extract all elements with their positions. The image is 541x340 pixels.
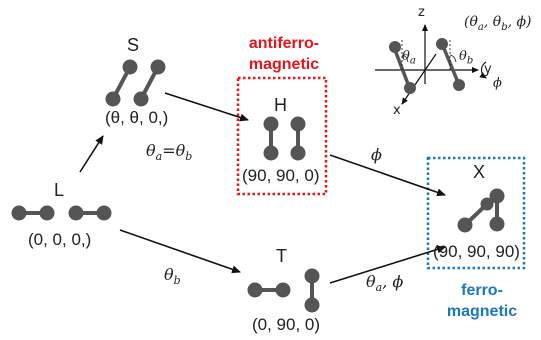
state-label-X: X xyxy=(473,162,486,182)
state-coords-H: (90, 90, 0) xyxy=(242,166,320,185)
edge-label-L-T: θb xyxy=(164,265,181,288)
state-coords-X: (90, 90, 90) xyxy=(433,242,520,261)
ferromagnetic-label: ferro- magnetic xyxy=(446,282,518,320)
molecule-S xyxy=(105,59,166,107)
arrow-L-to-T xyxy=(119,229,241,274)
antiferromagnetic-box xyxy=(236,76,328,196)
inset-theta-b: θb xyxy=(459,49,474,67)
arrow-L-to-S xyxy=(79,135,104,173)
edge-label-L-S: θa=θb xyxy=(146,141,193,164)
arrow-H-to-X xyxy=(329,154,446,197)
state-label-S: S xyxy=(127,35,140,55)
inset-phi: ϕ xyxy=(493,76,502,91)
state-label-L: L xyxy=(54,180,65,200)
molecule-T xyxy=(247,268,320,313)
edge-label-H-X: ϕ xyxy=(371,145,382,164)
inset-params: (θa, θb, ϕ) xyxy=(464,14,532,33)
antiferromagnetic-label: antiferro- magnetic xyxy=(248,35,320,73)
arrow-S-to-H xyxy=(164,92,249,122)
inset-coordinate-diagram xyxy=(375,24,487,105)
inset-axis-z: z xyxy=(418,5,425,20)
state-label-H: H xyxy=(274,95,287,115)
inset-theta-a: θa xyxy=(402,49,416,67)
state-coords-L: (0, 0, 0,) xyxy=(28,230,92,249)
molecule-L xyxy=(11,205,112,221)
molecule-X xyxy=(457,188,505,233)
state-coords-S: (θ, θ, 0,) xyxy=(105,108,169,127)
state-label-T: T xyxy=(276,246,287,266)
ferromagnetic-box xyxy=(426,156,526,270)
inset-axis-y: y xyxy=(484,62,492,77)
arrow-T-to-X xyxy=(329,245,446,284)
molecule-H xyxy=(263,116,306,161)
state-coords-T: (0, 90, 0) xyxy=(252,315,321,334)
inset-axis-x: x xyxy=(393,103,401,118)
edge-label-T-X: θa, ϕ xyxy=(366,272,404,295)
